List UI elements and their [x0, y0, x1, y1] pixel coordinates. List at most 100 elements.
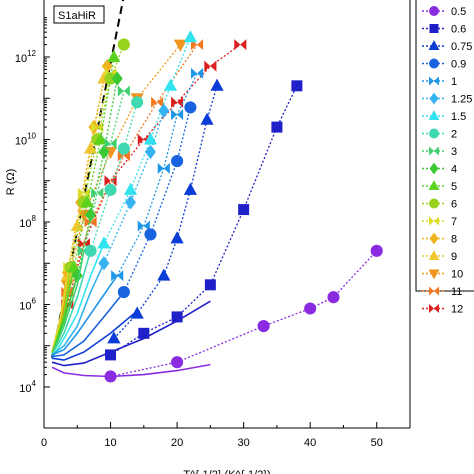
legend-item: 6	[422, 199, 457, 211]
legend-label: 8	[451, 234, 457, 246]
series-line	[89, 102, 138, 252]
data-point	[171, 109, 184, 121]
legend-item: 0.75	[422, 40, 472, 53]
series-line	[103, 37, 192, 244]
data-point	[98, 144, 110, 160]
data-point	[98, 256, 110, 271]
legend-marker	[428, 180, 440, 191]
legend-label: 11	[451, 286, 462, 298]
legend-item: 4	[422, 162, 457, 176]
series-fit-line	[51, 275, 118, 356]
data-point	[84, 244, 97, 257]
legend-marker	[429, 58, 439, 69]
data-point	[291, 80, 303, 92]
data-point	[117, 286, 130, 299]
legend-marker	[428, 110, 440, 121]
series-fit-line	[51, 310, 138, 361]
data-point	[117, 85, 130, 97]
legend-label: 9	[451, 251, 457, 263]
data-point	[184, 101, 197, 114]
x-tick-label: 50	[371, 437, 383, 449]
legend-item: 11	[422, 286, 462, 298]
sample-label-box: S1aHiR	[53, 5, 105, 24]
data-point	[131, 96, 144, 109]
data-point	[200, 112, 214, 125]
y-axis-title: R (Ω)	[5, 169, 17, 196]
y-tick-label: 104	[19, 379, 36, 395]
data-point	[238, 204, 250, 216]
data-point	[123, 182, 138, 195]
data-point	[77, 187, 90, 199]
legend-label: 0.5	[451, 6, 466, 18]
data-point	[117, 150, 130, 162]
data-point	[183, 182, 197, 195]
data-point	[327, 291, 340, 304]
data-point	[183, 30, 197, 43]
legend-marker	[429, 146, 439, 156]
data-point	[93, 132, 108, 145]
data-point	[370, 244, 383, 257]
x-tick-label: 40	[304, 437, 316, 449]
legend-label: 3	[451, 146, 457, 158]
legend-label: 5	[451, 181, 457, 193]
series-line	[73, 56, 115, 268]
series-line	[69, 44, 125, 268]
legend-item: 1.5	[422, 110, 466, 123]
legend-item: 1.25	[422, 92, 472, 106]
series-line	[103, 110, 165, 264]
series-line	[66, 66, 108, 273]
data-point	[97, 236, 111, 249]
data-point	[151, 96, 164, 108]
series-1.25	[51, 103, 170, 356]
data-point	[107, 331, 121, 344]
legend-label: 10	[451, 269, 463, 281]
legend-item: 3	[422, 146, 457, 158]
legend-label: 1.25	[451, 94, 472, 106]
data-point	[77, 245, 90, 257]
series-1.5	[51, 30, 197, 359]
legend-label: 2	[451, 129, 457, 141]
legend-item: 0.5	[422, 6, 466, 18]
y-tick-label: 1012	[15, 49, 37, 65]
legend-label: 0.6	[451, 24, 466, 36]
data-point	[111, 270, 124, 282]
data-point	[171, 356, 184, 369]
legend-marker	[429, 286, 439, 296]
data-point	[101, 59, 113, 74]
data-point	[204, 60, 217, 72]
data-point	[157, 162, 170, 174]
legend-marker	[429, 24, 439, 33]
data-point	[191, 67, 204, 79]
data-point	[104, 370, 117, 383]
data-point	[104, 137, 117, 149]
x-tick-label: 10	[104, 437, 116, 449]
legend-marker	[429, 6, 439, 16]
legend-item: 5	[422, 180, 457, 193]
data-point	[143, 132, 158, 145]
legend-item: 0.9	[422, 59, 466, 71]
legend-marker	[428, 250, 440, 261]
series-fit-line	[51, 243, 105, 359]
legend-item: 7	[422, 216, 457, 228]
series-line	[66, 44, 198, 293]
legend-marker	[429, 198, 439, 209]
legend-marker	[428, 40, 440, 51]
data-point	[70, 218, 84, 231]
series-line	[123, 107, 192, 293]
data-point	[204, 279, 216, 291]
data-point	[144, 144, 156, 160]
legend-item: 2	[422, 129, 457, 141]
data-point	[304, 302, 317, 315]
series-fit-line	[51, 250, 85, 356]
legend-label: 6	[451, 199, 457, 211]
legend-marker	[429, 216, 439, 226]
series-2	[51, 96, 144, 356]
series-0.5	[51, 244, 383, 383]
legend-marker	[429, 232, 439, 245]
legend-label: 0.9	[451, 59, 466, 71]
data-point	[158, 103, 170, 118]
legend-label: 12	[451, 304, 463, 316]
legend-marker	[429, 92, 439, 105]
legend: 0.5 0.6 0.75 0.9 1 1.25 1.5 2 3 4 5 6 7 8 9 10 11 12	[415, 0, 474, 316]
series-0.75	[51, 78, 224, 361]
